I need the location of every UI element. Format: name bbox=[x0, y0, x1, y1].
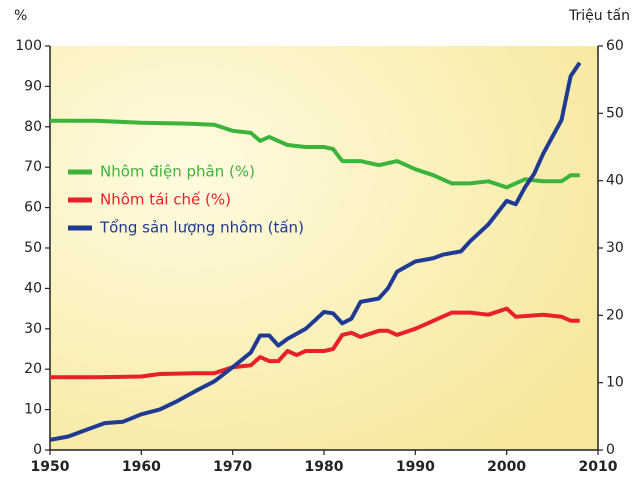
x-tick-label: 1980 bbox=[305, 459, 344, 475]
y-tick-label: 0 bbox=[33, 442, 42, 458]
series-line bbox=[50, 306, 580, 380]
y2-tick-label: 50 bbox=[606, 105, 624, 121]
y-tick-label: 100 bbox=[15, 38, 42, 54]
legend-label: Nhôm điện phân (%) bbox=[100, 163, 255, 181]
x-tick-label: 1990 bbox=[396, 459, 435, 475]
y-tick-label: 40 bbox=[24, 280, 42, 296]
x-tick-label: 2000 bbox=[487, 459, 526, 475]
y-tick-label: 50 bbox=[24, 240, 42, 256]
legend-label: Nhôm tái chế (%) bbox=[100, 191, 231, 209]
y2-tick-label: 60 bbox=[606, 38, 624, 54]
legend-label: Tổng sản lượng nhôm (tấn) bbox=[99, 219, 304, 237]
y2-tick-label: 20 bbox=[606, 307, 624, 323]
y-axis-label: % bbox=[14, 8, 27, 24]
y2-tick-label: 40 bbox=[606, 173, 624, 189]
y-tick-label: 70 bbox=[24, 159, 42, 175]
y2-tick-label: 10 bbox=[606, 375, 624, 391]
y-tick-label: 10 bbox=[24, 402, 42, 418]
plot-background bbox=[50, 46, 598, 450]
x-tick-label: 2010 bbox=[579, 459, 618, 475]
x-tick-label: 1950 bbox=[31, 459, 70, 475]
series-line bbox=[49, 61, 582, 442]
y-tick-label: 20 bbox=[24, 361, 42, 377]
y2-tick-label: 30 bbox=[606, 240, 624, 256]
y-tick-label: 90 bbox=[24, 78, 42, 94]
y-tick-label: 80 bbox=[24, 119, 42, 135]
y2-axis-label: Triệu tấn bbox=[568, 8, 630, 24]
x-tick-label: 1970 bbox=[213, 459, 252, 475]
series-line bbox=[50, 118, 580, 190]
y-tick-label: 60 bbox=[24, 200, 42, 216]
x-tick-label: 1960 bbox=[122, 459, 161, 475]
y-tick-label: 30 bbox=[24, 321, 42, 337]
y2-tick-label: 0 bbox=[606, 442, 615, 458]
